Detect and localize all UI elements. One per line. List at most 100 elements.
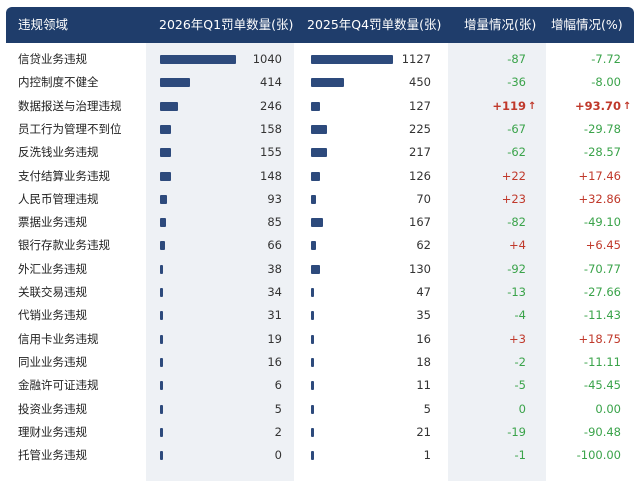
q1-bar (160, 334, 163, 344)
pct-value: +17.46 (578, 168, 621, 183)
q4-bar (311, 241, 316, 251)
delta-value: +23 (501, 191, 526, 206)
delta-value: -2 (514, 354, 526, 369)
row-name: 理财业务违规 (18, 424, 87, 439)
delta-value: -1 (514, 448, 526, 463)
up-arrow-icon: ↑ (623, 100, 632, 112)
pct-value: -8.00 (591, 75, 621, 90)
row-name: 代销业务违规 (18, 308, 87, 323)
q4-value: 1 (423, 448, 431, 463)
delta-value: -92 (507, 261, 526, 276)
q1-bar (160, 55, 236, 64)
q4-value: 1127 (401, 52, 431, 66)
header-q1: 2026年Q1罚单数量(张) (159, 17, 294, 32)
header-q4: 2025年Q4罚单数量(张) (307, 17, 442, 32)
q4-bar (311, 451, 314, 461)
q1-column-band (146, 43, 294, 481)
table-row: 信用卡业务违规 19 16 +3 +18.75 (6, 328, 634, 351)
row-name: 内控制度不健全 (18, 75, 99, 90)
q4-value: 5 (423, 401, 431, 416)
delta-value: -13 (507, 285, 526, 299)
table-row: 理财业务违规 2 21 -19 -90.48 (6, 421, 634, 444)
row-name: 信用卡业务违规 (18, 331, 99, 346)
delta-value: -19 (507, 424, 526, 439)
pct-value: +32.86 (578, 191, 621, 206)
pct-value: -45.45 (583, 378, 621, 393)
q1-value: 6 (274, 378, 282, 393)
row-name: 人民币管理违规 (18, 191, 99, 206)
q4-value: 16 (416, 331, 431, 346)
pct-value: +6.45 (585, 238, 621, 253)
q4-value: 70 (416, 191, 431, 206)
q1-value: 93 (267, 191, 282, 206)
q1-bar (160, 381, 163, 391)
delta-value: -36 (507, 75, 526, 90)
table-row: 金融许可证违规 6 11 -5 -45.45 (6, 374, 634, 397)
q1-value: 0 (274, 448, 282, 463)
q1-bar (160, 264, 163, 274)
q4-value: 35 (416, 308, 431, 323)
q1-value: 246 (260, 98, 282, 113)
row-name: 托管业务违规 (18, 448, 87, 463)
row-name: 同业业务违规 (18, 354, 87, 369)
q4-value: 450 (409, 75, 431, 90)
pct-value: -27.66 (583, 285, 621, 299)
q1-bar (160, 124, 172, 134)
table-row: 关联交易违规 34 47 -13 -27.66 (6, 281, 634, 304)
pct-value: -11.43 (583, 308, 621, 323)
q1-value: 5 (274, 401, 282, 416)
q1-value: 414 (260, 75, 282, 90)
row-name: 外汇业务违规 (18, 261, 87, 276)
delta-value: 0 (518, 401, 526, 416)
table-row: 投资业务违规 5 5 0 0.00 (6, 398, 634, 421)
header-name: 违规领域 (18, 17, 69, 32)
pct-value: -90.48 (583, 424, 621, 439)
q4-value: 217 (409, 145, 431, 160)
q1-value: 38 (267, 261, 282, 276)
pct-value: -70.77 (583, 261, 621, 276)
delta-value: +3 (509, 331, 526, 346)
pct-value: -7.72 (591, 52, 621, 66)
row-name: 支付结算业务违规 (18, 168, 110, 183)
q1-value: 66 (267, 238, 282, 253)
row-name: 银行存款业务违规 (18, 238, 110, 253)
row-name: 投资业务违规 (18, 401, 87, 416)
q1-bar (160, 427, 163, 437)
delta-value: +22 (501, 168, 526, 183)
delta-value: -4 (514, 308, 526, 323)
row-name: 员工行为管理不到位 (18, 121, 122, 136)
q4-value: 167 (409, 215, 431, 230)
table-row: 内控制度不健全 414 450 -36 -8.00 (6, 71, 634, 94)
q4-bar (311, 148, 327, 158)
q4-value: 225 (409, 121, 431, 136)
q4-bar (311, 218, 324, 228)
q4-bar (311, 194, 317, 204)
q1-bar (160, 78, 191, 88)
table-row: 外汇业务违规 38 130 -92 -70.77 (6, 258, 634, 281)
q1-value: 148 (260, 168, 282, 183)
table-row: 托管业务违规 0 1 -1 -100.00 (6, 444, 634, 467)
q4-bar (311, 404, 314, 414)
row-name: 金融许可证违规 (18, 378, 99, 393)
delta-value: -82 (507, 215, 526, 230)
q4-bar (311, 427, 314, 437)
q4-bar (311, 288, 315, 297)
q4-bar (311, 124, 328, 134)
table-row: 支付结算业务违规 148 126 +22 +17.46 (6, 165, 634, 188)
q4-value: 126 (409, 168, 431, 183)
q1-bar (160, 218, 167, 228)
table-row: 银行存款业务违规 66 62 +4 +6.45 (6, 234, 634, 257)
q4-value: 62 (416, 238, 431, 253)
table-row: 数据报送与治理违规 246 127 +119 ↑ +93.70 ↑ (6, 95, 634, 118)
q4-bar (311, 264, 321, 274)
row-name: 票据业务违规 (18, 215, 87, 230)
penalty-table: 违规领域 2026年Q1罚单数量(张) 2025年Q4罚单数量(张) 增量情况(… (6, 7, 634, 481)
delta-value: +4 (509, 238, 526, 253)
delta-value: -87 (507, 52, 526, 66)
pct-value: -11.11 (583, 354, 621, 369)
pct-value: -49.10 (583, 215, 621, 230)
q4-value: 130 (409, 261, 431, 276)
row-name: 信贷业务违规 (18, 52, 87, 66)
q1-bar (160, 241, 165, 251)
table-row: 票据业务违规 85 167 -82 -49.10 (6, 211, 634, 234)
